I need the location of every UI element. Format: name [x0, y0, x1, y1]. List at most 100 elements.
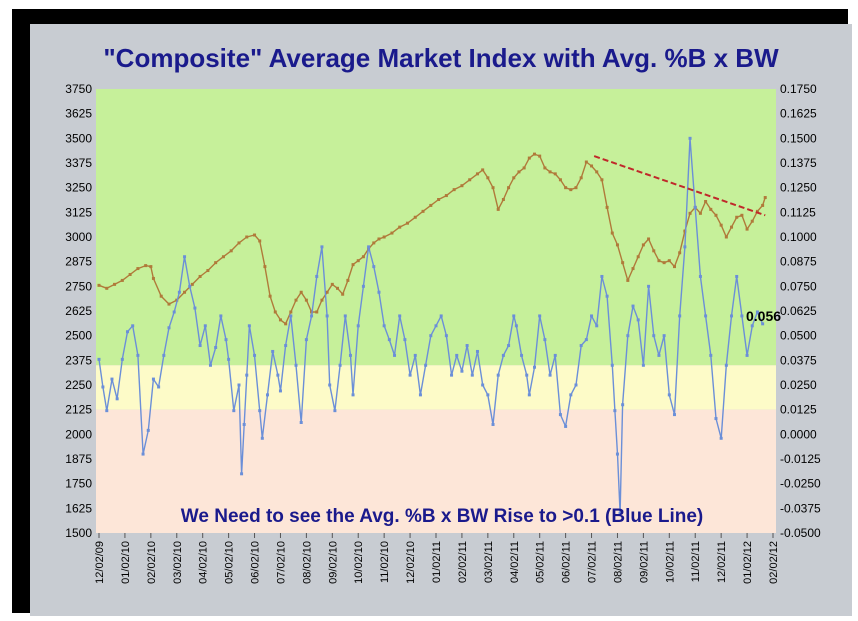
series-point-1 [162, 353, 166, 357]
series-point-0 [361, 255, 365, 259]
x-tick-label: 05/02/10 [224, 541, 236, 584]
series-point-0 [704, 199, 708, 203]
series-point-1 [750, 324, 754, 328]
series-point-0 [533, 152, 537, 156]
series-point-1 [525, 373, 529, 377]
series-point-1 [372, 265, 376, 269]
series-point-0 [740, 213, 744, 217]
series-point-0 [214, 261, 218, 265]
series-point-1 [618, 511, 622, 515]
series-point-0 [543, 166, 547, 170]
series-point-0 [569, 188, 573, 192]
series-point-0 [320, 298, 324, 302]
series-point-1 [475, 349, 479, 353]
series-point-0 [558, 178, 562, 182]
series-point-1 [434, 324, 438, 328]
series-point-1 [136, 353, 140, 357]
series-point-0 [641, 243, 645, 247]
series-point-1 [413, 353, 417, 357]
series-point-1 [120, 357, 124, 361]
series-point-0 [113, 282, 117, 286]
series-point-1 [704, 314, 708, 318]
series-point-1 [652, 334, 656, 338]
series-point-0 [564, 186, 568, 190]
series-point-1 [631, 304, 635, 308]
series-point-1 [232, 409, 236, 413]
series-point-0 [548, 170, 552, 174]
left-tick-label: 2500 [65, 329, 92, 343]
series-point-1 [105, 409, 109, 413]
series-point-1 [110, 377, 114, 381]
series-point-0 [719, 223, 723, 227]
series-point-1 [177, 290, 181, 294]
series-point-0 [304, 298, 308, 302]
series-point-0 [437, 198, 441, 202]
x-tick-label: 01/02/11 [431, 541, 443, 583]
x-tick-label: 10/02/10 [353, 541, 365, 584]
background-bands [96, 89, 776, 533]
series-point-1 [338, 363, 342, 367]
series-point-1 [398, 314, 402, 318]
right-tick-label: 0.1625 [780, 107, 817, 121]
right-tick-label: 0.1125 [780, 205, 816, 219]
series-point-0 [198, 274, 202, 278]
series-point-1 [486, 393, 490, 397]
series-point-1 [348, 353, 352, 357]
series-point-1 [253, 353, 257, 357]
series-point-0 [605, 205, 609, 209]
series-point-1 [219, 314, 223, 318]
series-point-0 [475, 172, 479, 176]
series-point-1 [683, 245, 687, 249]
series-point-1 [408, 373, 412, 377]
series-point-0 [97, 283, 101, 287]
series-point-1 [740, 314, 744, 318]
x-tick-label: 02/02/12 [768, 541, 780, 584]
series-point-0 [149, 265, 153, 269]
series-point-1 [657, 353, 661, 357]
series-point-0 [341, 292, 345, 296]
series-point-1 [361, 284, 365, 288]
series-point-0 [452, 188, 456, 192]
series-point-1 [533, 365, 537, 369]
series-point-1 [356, 324, 360, 328]
left-tick-label: 1625 [65, 501, 92, 515]
series-point-0 [284, 322, 288, 326]
right-tick-label: 0.0500 [780, 329, 817, 343]
left-tick-label: 3375 [65, 156, 92, 170]
series-point-0 [750, 219, 754, 223]
series-point-1 [709, 353, 713, 357]
series-point-0 [517, 170, 521, 174]
series-point-1 [115, 397, 119, 401]
series-point-1 [662, 334, 666, 338]
series-point-0 [289, 310, 293, 314]
left-tick-label: 1750 [65, 477, 92, 491]
series-point-1 [538, 314, 542, 318]
band-0 [96, 89, 776, 366]
series-point-0 [421, 209, 425, 213]
series-point-1 [610, 363, 614, 367]
right-tick-label: 0.1250 [780, 181, 817, 195]
series-point-0 [460, 184, 464, 188]
series-point-0 [615, 243, 619, 247]
series-point-0 [683, 229, 687, 233]
series-point-1 [167, 326, 171, 330]
series-point-0 [522, 166, 526, 170]
series-point-1 [579, 344, 583, 348]
series-point-0 [667, 259, 671, 263]
series-point-1 [507, 344, 511, 348]
series-point-0 [730, 225, 734, 229]
series-point-1 [289, 314, 293, 318]
series-point-0 [761, 203, 765, 207]
series-point-1 [491, 422, 495, 426]
series-point-1 [387, 338, 391, 342]
series-point-0 [724, 235, 728, 239]
series-point-0 [600, 178, 604, 182]
series-point-0 [538, 154, 542, 158]
series-point-1 [237, 383, 241, 387]
series-point-1 [418, 393, 422, 397]
x-tick-label: 12/02/11 [716, 541, 728, 583]
x-tick-label: 06/02/11 [561, 541, 573, 583]
series-point-1 [641, 363, 645, 367]
series-point-0 [413, 215, 417, 219]
series-point-0 [273, 310, 277, 314]
